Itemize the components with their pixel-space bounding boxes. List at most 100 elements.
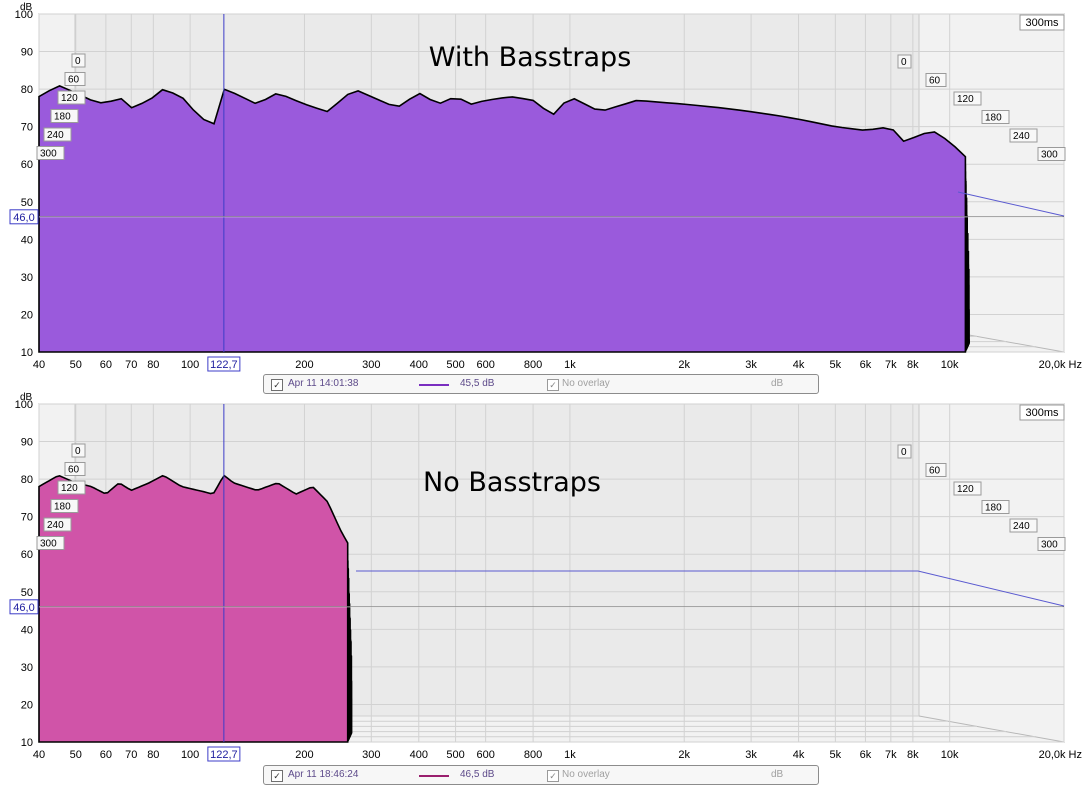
x-tick-label: 200: [295, 359, 313, 371]
decay-slice: [38, 474, 349, 743]
time-tick-box: [1009, 128, 1038, 143]
x-tick-label: 70: [125, 359, 137, 371]
time-tick-text: 180: [54, 502, 71, 513]
time-tick-right: 300: [1037, 147, 1066, 161]
x-tick-label: 7k: [885, 749, 897, 761]
x-tick-label: 800: [524, 359, 542, 371]
time-tick-left: 300: [36, 536, 65, 550]
overlay-checkbox[interactable]: ✓: [547, 379, 559, 391]
x-tick-label: 5k: [830, 359, 842, 371]
y-tick-label: 100: [15, 9, 33, 21]
x-tick-label: 600: [476, 749, 494, 761]
time-tick-left: 240: [43, 127, 72, 142]
time-tick-left: 300: [36, 146, 65, 160]
chart-title: With Basstraps: [429, 42, 632, 73]
x-tick-label: 3k: [745, 749, 757, 761]
time-tick-box: [1037, 147, 1066, 161]
x-tick-label: 7k: [885, 359, 897, 371]
time-tick-box: [981, 110, 1010, 124]
time-tick-box: [1037, 537, 1066, 551]
y-tick-label: 20: [21, 309, 33, 321]
time-tick-right: 0: [897, 54, 912, 69]
x-tick-label: 3k: [745, 359, 757, 371]
time-tick-left: 0: [71, 53, 86, 68]
time-tick-right: 180: [981, 110, 1010, 124]
time-range-label: 300ms: [1019, 404, 1065, 421]
cursor-x-text: 122,7: [210, 749, 238, 761]
time-tick-left: 180: [50, 109, 79, 123]
y-tick-label: 50: [21, 587, 33, 599]
x-tick-label: 4k: [793, 359, 805, 371]
x-tick-label: 2k: [678, 749, 690, 761]
x-tick-label: 800: [524, 749, 542, 761]
x-tick-label: 500: [446, 359, 464, 371]
time-tick-text: 240: [47, 130, 64, 141]
x-tick-label: 1k: [564, 749, 576, 761]
x-tick-label: 50: [70, 359, 82, 371]
time-tick-box: [50, 109, 79, 123]
time-tick-left: 0: [71, 443, 86, 458]
y-tick-label: 30: [21, 272, 33, 284]
time-tick-box: [953, 91, 982, 106]
time-tick-text: 0: [901, 447, 907, 458]
y-tick-label: 80: [21, 84, 33, 96]
level-line: [356, 570, 1065, 607]
time-tick-box: [50, 499, 79, 513]
time-range-label: 300ms: [1019, 14, 1065, 31]
x-tick-label: 8k: [907, 359, 919, 371]
chart-title: No Basstraps: [423, 467, 601, 498]
waterfall-slices: [38, 85, 970, 353]
y-tick-label: 60: [21, 159, 33, 171]
perspective-edge: [918, 715, 1065, 743]
time-tick-left: 180: [50, 499, 79, 513]
measurement-date: Apr 11 14:01:38: [288, 378, 359, 389]
x-tick-label: 40: [33, 359, 45, 371]
time-tick-left: 120: [57, 90, 86, 105]
overlay-label: No overlay: [562, 769, 610, 780]
time-tick-text: 300: [40, 539, 57, 550]
measurement-checkbox[interactable]: ✓: [271, 379, 283, 391]
time-tick-right: 240: [1009, 128, 1038, 143]
x-tick-label: 5k: [830, 749, 842, 761]
time-tick-right: 240: [1009, 518, 1038, 533]
x-tick-label: 300: [362, 359, 380, 371]
time-tick-box: [925, 73, 947, 87]
time-tick-text: 180: [54, 112, 71, 123]
cursor-y-text: 46,0: [13, 602, 34, 614]
time-tick-text: 60: [929, 76, 941, 87]
time-tick-box: [897, 444, 912, 459]
overlay-checkbox[interactable]: ✓: [547, 770, 559, 782]
y-tick-label: 70: [21, 122, 33, 134]
x-tick-label: 20,0k Hz: [1039, 359, 1082, 371]
time-tick-left: 60: [64, 72, 86, 86]
legend-unit: dB: [771, 769, 784, 780]
x-tick-label: 2k: [678, 359, 690, 371]
waterfall-slices: [38, 474, 353, 743]
decay-slice: [38, 85, 967, 353]
x-tick-label: 100: [181, 359, 199, 371]
x-tick-label: 100: [181, 749, 199, 761]
time-tick-box: [57, 480, 86, 495]
time-tick-text: 240: [47, 520, 64, 531]
legend-bar: ✓ Apr 11 18:46:24 46,5 dB ✓ No overlay d…: [263, 765, 819, 785]
time-tick-text: 120: [957, 94, 974, 105]
time-tick-text: 60: [929, 466, 941, 477]
time-tick-right: 120: [953, 91, 982, 106]
time-tick-text: 0: [901, 57, 907, 68]
legend-bar: ✓ Apr 11 14:01:38 45,5 dB ✓ No overlay d…: [263, 374, 819, 394]
time-tick-box: [897, 54, 912, 69]
time-range-box: [1019, 14, 1065, 31]
measurement-checkbox[interactable]: ✓: [271, 770, 283, 782]
x-tick-label: 4k: [793, 749, 805, 761]
time-tick-box: [64, 462, 86, 476]
time-tick-text: 60: [68, 465, 80, 476]
x-tick-label: 70: [125, 749, 137, 761]
time-tick-text: 180: [985, 113, 1002, 124]
time-tick-text: 120: [957, 484, 974, 495]
time-tick-left: 120: [57, 480, 86, 495]
series-swatch: [419, 775, 449, 777]
time-tick-right: 120: [953, 481, 982, 496]
time-range-text: 300ms: [1025, 17, 1059, 29]
y-tick-label: 10: [21, 737, 33, 749]
